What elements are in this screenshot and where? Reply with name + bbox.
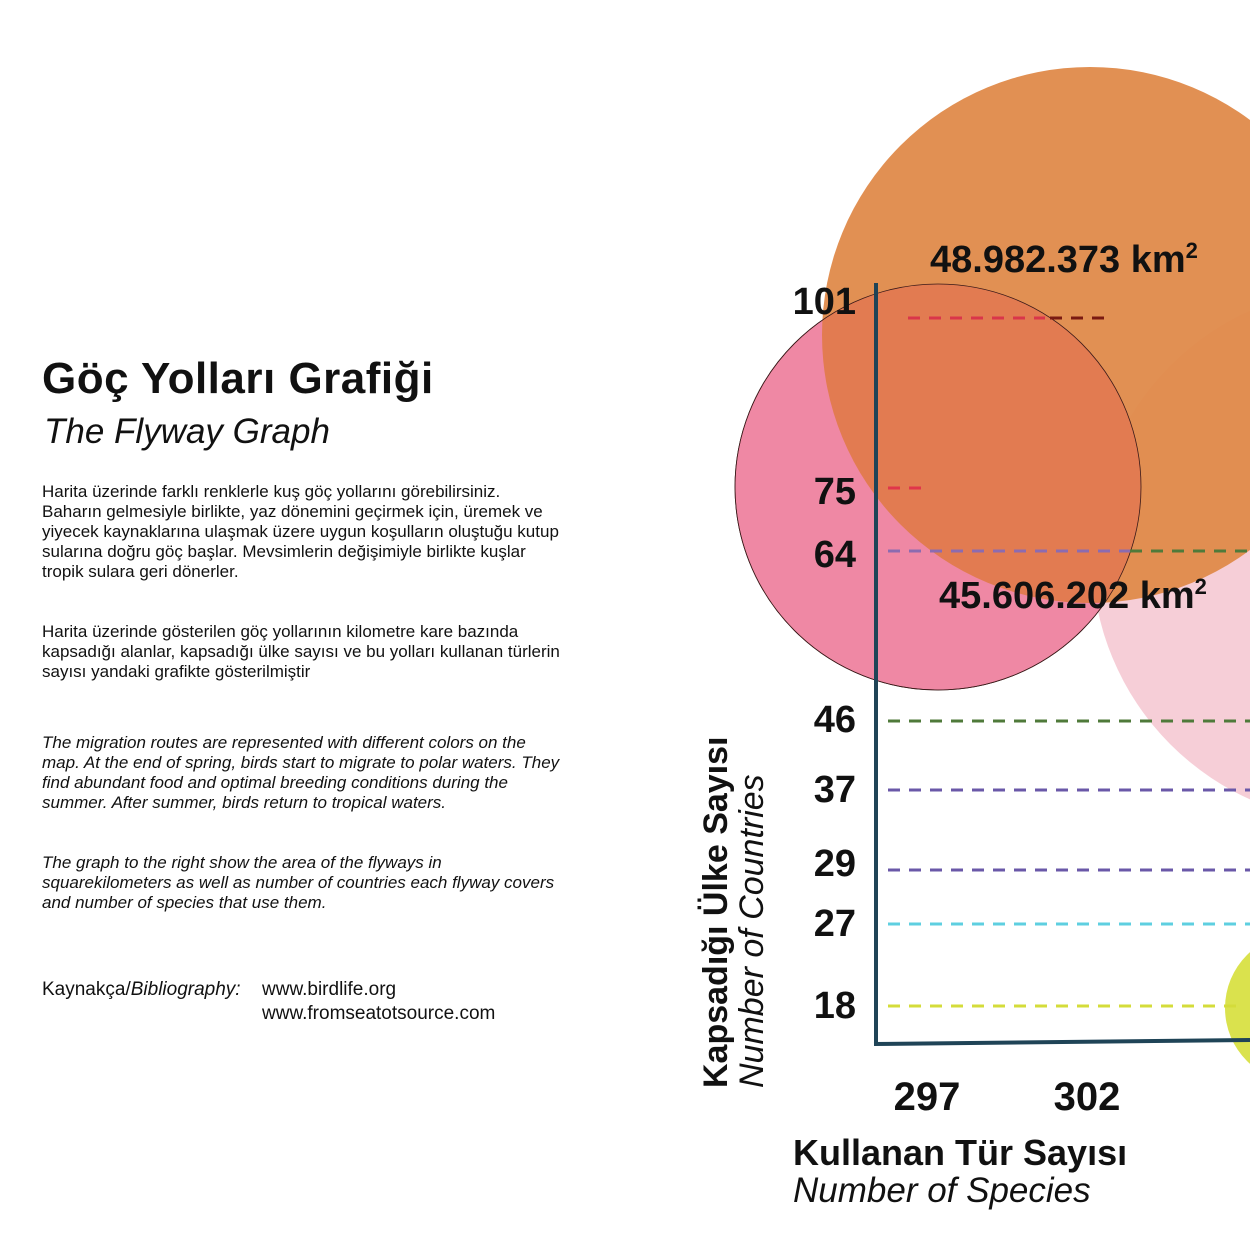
area-label-0: 48.982.373 km2 — [930, 238, 1198, 281]
link-birdlife[interactable]: www.birdlife.org — [262, 979, 397, 1000]
x-axis-subtitle: Number of Species — [793, 1171, 1091, 1210]
bubble-3 — [1225, 952, 1250, 1064]
page-subtitle: The Flyway Graph — [44, 412, 330, 451]
bibliography-label-en: Bibliography: — [130, 979, 241, 1000]
area-label-1: 45.606.202 km2 — [939, 574, 1207, 617]
y-axis-subtitle: Number of Countries — [733, 774, 771, 1088]
graph-description-tr: Harita üzerinde gösterilen göç yollarını… — [42, 622, 560, 681]
y-tick-75: 75 — [814, 471, 856, 513]
area-unit-sup-1: 2 — [1195, 574, 1207, 599]
x-tick-302: 302 — [1054, 1075, 1121, 1119]
y-tick-29: 29 — [814, 843, 856, 885]
page-title: Göç Yolları Grafiği — [42, 354, 434, 403]
x-axis-line — [873, 1038, 1250, 1046]
y-axis-title: Kapsadığı Ülke Sayısı — [697, 737, 735, 1089]
y-tick-64: 64 — [814, 534, 856, 576]
area-unit-sup-0: 2 — [1186, 238, 1198, 263]
axis-layer — [873, 283, 1250, 1046]
graph-description-en: The graph to the right show the area of … — [42, 853, 555, 912]
bibliography-links: www.birdlife.org www.fromseatotsource.co… — [262, 978, 495, 1026]
y-tick-46: 46 — [814, 699, 856, 741]
labels-layer: 101 75 64 46 37 29 27 18 297 302 48.982.373 km2 45.… — [697, 238, 1207, 1210]
intro-paragraph-en: The migration routes are represented wit… — [42, 733, 560, 812]
y-tick-37: 37 — [814, 769, 856, 811]
link-fromseatosource[interactable]: www.fromseatotsource.com — [262, 1003, 496, 1024]
bubble-0 — [822, 67, 1250, 603]
guide-lines-layer — [888, 316, 1250, 1008]
x-axis-title: Kullanan Tür Sayısı — [793, 1132, 1127, 1173]
bibliography: Kaynakça/Bibliography: www.birdlife.org … — [42, 978, 495, 1024]
y-tick-18: 18 — [814, 985, 856, 1027]
bubbles-layer — [734, 67, 1250, 1064]
y-tick-101: 101 — [793, 281, 856, 323]
bibliography-label-tr: Kaynakça/ — [42, 979, 131, 1000]
intro-paragraph-tr: Harita üzerinde farklı renklerle kuş göç… — [42, 482, 559, 581]
x-tick-297: 297 — [894, 1075, 961, 1119]
bubble-1-overlap — [734, 283, 1142, 691]
y-tick-27: 27 — [814, 903, 856, 945]
